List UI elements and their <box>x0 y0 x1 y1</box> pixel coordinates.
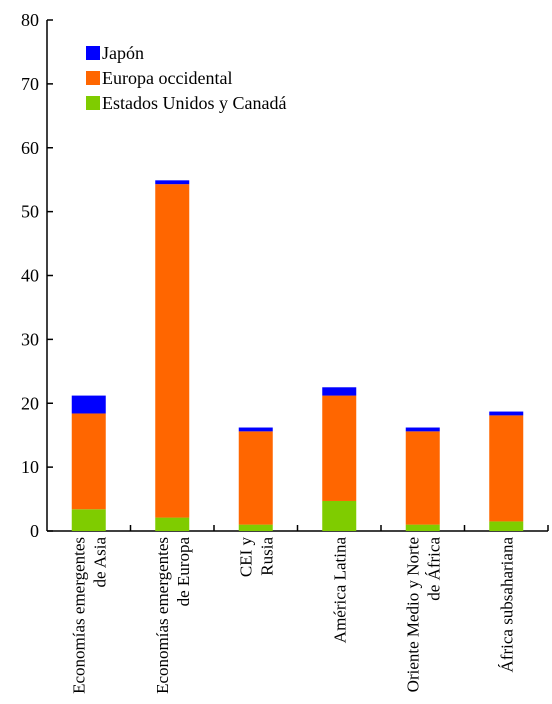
y-tick-label: 30 <box>21 329 39 349</box>
bar-segment <box>155 517 190 531</box>
legend-swatch <box>86 71 100 85</box>
bar-segment <box>489 411 524 416</box>
axes: 0 10 20 30 40 50 60 70 80 <box>21 10 549 541</box>
x-tick-label: América Latina <box>330 537 349 644</box>
legend: Japón Europa occidental Estados Unidos y C… <box>86 43 286 113</box>
x-tick-label: de África <box>424 537 443 601</box>
bar-segment <box>489 415 524 522</box>
bar-segment <box>238 427 273 432</box>
x-tick-label: de Asia <box>90 537 109 588</box>
bar-segment <box>71 509 106 531</box>
x-tick-label: África subsahariana <box>497 537 516 673</box>
bar-segment <box>322 387 357 396</box>
bar-segment <box>322 500 357 531</box>
x-tick-labels: Economías emergentes de Asia Economías eme… <box>69 537 516 694</box>
bars <box>71 180 524 531</box>
bar-segment <box>322 395 357 501</box>
legend-label: Estados Unidos y Canadá <box>102 93 286 113</box>
x-tick-label: Rusia <box>257 537 276 576</box>
bar-segment <box>405 427 440 432</box>
y-tick-label: 60 <box>21 138 39 158</box>
x-tick-label: CEI y <box>236 537 255 578</box>
bar-segment <box>71 395 106 414</box>
y-tick-label: 0 <box>30 521 39 541</box>
bar-segment <box>405 524 440 531</box>
bar-segment <box>238 524 273 531</box>
y-tick-label: 40 <box>21 266 39 286</box>
bar-segment <box>155 180 190 185</box>
legend-swatch <box>86 96 100 110</box>
y-tick-label: 80 <box>21 10 39 30</box>
y-tick-label: 10 <box>21 457 39 477</box>
bar-segment <box>489 521 524 531</box>
x-tick-label: de Europa <box>174 537 193 607</box>
legend-label: Europa occidental <box>102 68 232 88</box>
bar-segment <box>155 184 190 518</box>
y-tick-label: 70 <box>21 74 39 94</box>
x-tick-label: Economías emergentes <box>69 537 88 694</box>
bar-segment <box>71 413 106 510</box>
y-tick-label: 20 <box>21 393 39 413</box>
y-tick-label: 50 <box>21 202 39 222</box>
x-tick-label: Oriente Medio y Norte <box>403 537 422 692</box>
x-tick-label: Economías emergentes <box>153 537 172 694</box>
legend-label: Japón <box>102 43 144 63</box>
bar-segment <box>405 431 440 525</box>
legend-swatch <box>86 46 100 60</box>
bar-segment <box>238 431 273 525</box>
